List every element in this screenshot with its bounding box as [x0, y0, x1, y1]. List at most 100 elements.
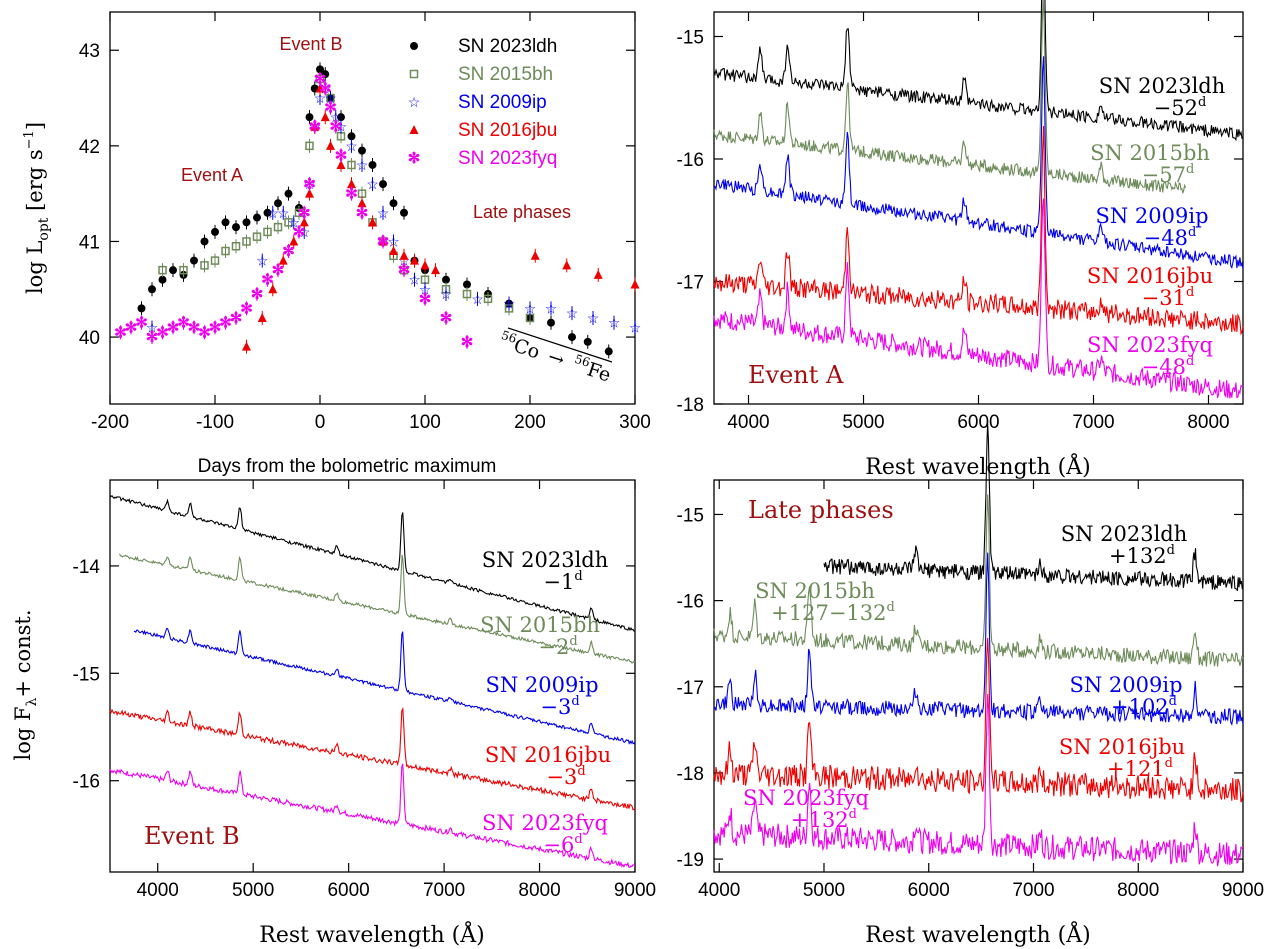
- data-point: ☆: [146, 320, 159, 336]
- data-point: [263, 227, 272, 237]
- spectrum-epoch: −48d: [1144, 225, 1197, 250]
- spectrum-line: [713, 56, 1244, 270]
- spectrum-epoch: +132d: [1109, 543, 1175, 568]
- spectrum-name: SN 2015bh: [1090, 141, 1210, 165]
- legend-marker: [409, 125, 419, 134]
- data-point: [294, 208, 304, 218]
- spectrum-line: [133, 627, 636, 745]
- data-point: ✻: [345, 186, 358, 203]
- x-tick-label: 9000: [614, 880, 656, 901]
- data-point: ✻: [135, 315, 148, 332]
- x-tick-label: 5000: [232, 880, 274, 901]
- spectrum-line: [823, 422, 1244, 592]
- panel-label: Event A: [748, 361, 844, 389]
- data-point: ☆: [298, 224, 311, 240]
- panel-top-right: 4000 5000 6000 7000 8000 -15 -16 -17 -18 SN 2023…: [677, 0, 1244, 480]
- spectrum-epoch: −31d: [1142, 285, 1195, 310]
- legend-marker: [410, 42, 418, 50]
- data-point: [431, 265, 440, 275]
- data-point: ✻: [177, 315, 190, 332]
- x-tick-label: 9000: [1222, 880, 1264, 901]
- data-point: ☆: [503, 296, 516, 312]
- x-axis-label: Rest wavelength (Å): [259, 920, 484, 948]
- legend: SN 2023ldh SN 2015bh ☆ SN 2009ip SN 2016jbu ✻…: [408, 36, 558, 169]
- spectrum-line: [713, 0, 1187, 194]
- legend-label: SN 2016jbu: [458, 120, 557, 141]
- data-point: [630, 279, 640, 289]
- data-point: [368, 217, 377, 227]
- data-point: ✻: [293, 224, 306, 241]
- spectrum-epoch: −57d: [1142, 162, 1195, 187]
- data-point: ✻: [440, 310, 453, 327]
- data-point: [547, 318, 555, 327]
- data-point: [320, 112, 330, 122]
- data-point: [463, 280, 471, 289]
- data-point: ✻: [319, 80, 332, 97]
- x-axis-label: Rest wavelength (Å): [865, 920, 1090, 948]
- annotation-event-b: Event B: [279, 34, 342, 54]
- y-axis-label: log Fλ+ const.: [11, 609, 40, 760]
- data-point: ☆: [314, 90, 327, 106]
- data-point: [462, 289, 472, 299]
- spectrum-line: [713, 125, 1244, 336]
- data-point: [483, 294, 493, 304]
- spectra: [109, 495, 636, 868]
- data-point: [253, 213, 261, 222]
- data-point: ✻: [335, 147, 348, 164]
- axis-ticks: 4000 5000 6000 7000 8000 9000 -15 -16 -17 -18 -19: [677, 480, 1264, 901]
- data-point: [315, 83, 325, 93]
- y-tick-label: -18: [677, 764, 704, 785]
- y-tick-label: -18: [677, 395, 704, 416]
- spectrum-epoch: −3d: [546, 764, 585, 789]
- data-point: [278, 255, 288, 265]
- data-point: ☆: [329, 109, 342, 125]
- data-point: ✻: [282, 243, 295, 260]
- data-point: ✻: [240, 300, 253, 317]
- legend-label: SN 2023ldh: [458, 36, 557, 57]
- y-tick-label: -17: [677, 678, 704, 699]
- data-point: ☆: [471, 291, 484, 307]
- annotation-event-a: Event A: [181, 165, 243, 185]
- spectrum-line: [119, 553, 636, 664]
- spectrum-epoch: +102d: [1111, 694, 1177, 719]
- x-tick-label: 6000: [957, 412, 999, 433]
- data-point: ☆: [387, 233, 400, 249]
- data-point: [530, 250, 540, 260]
- data-point: ✻: [314, 71, 327, 88]
- legend-label: SN 2015bh: [458, 64, 553, 85]
- data-point: ✻: [198, 324, 211, 341]
- spectrum-name: SN 2023fyq: [482, 811, 608, 835]
- data-point: [326, 140, 335, 150]
- y-tick-label: -15: [73, 664, 100, 685]
- data-point: [389, 199, 398, 208]
- spectrum-epoch: −2d: [538, 634, 577, 659]
- x-tick-label: 8000: [1117, 880, 1159, 901]
- legend-marker: ☆: [408, 94, 421, 110]
- data-point: ☆: [566, 305, 579, 321]
- spectrum-name: SN 2009ip: [1069, 673, 1182, 697]
- data-point: ☆: [287, 214, 300, 230]
- panel-bottom-right: 4000 5000 6000 7000 8000 9000-15-16-17-18-19 …: [677, 422, 1264, 948]
- data-point: ✻: [251, 286, 264, 303]
- spectrum-line: [109, 706, 636, 811]
- axis-ticks: 4000 5000 6000 7000 8000 -15 -16 -17 -18: [677, 12, 1243, 433]
- data-point: [305, 113, 314, 122]
- spectrum-name: SN 2023ldh: [1099, 74, 1226, 98]
- panel-frame: [713, 479, 1244, 873]
- y-tick-label: -16: [677, 592, 704, 613]
- y-tick-label: -15: [677, 505, 704, 526]
- data-point: ☆: [366, 176, 379, 192]
- data-point: [305, 188, 314, 198]
- annotation-late-phases: Late phases: [473, 202, 571, 222]
- data-point: [347, 179, 356, 189]
- legend-marker: ✻: [408, 150, 421, 167]
- data-point: ✻: [156, 324, 169, 341]
- spectrum-epoch: −48d: [1142, 354, 1195, 379]
- x-tick-label: 6000: [327, 880, 369, 901]
- x-tick-label: 8000: [1187, 412, 1229, 433]
- legend-label: SN 2009ip: [458, 92, 547, 113]
- data-point: [158, 265, 167, 275]
- data-point: [137, 304, 146, 313]
- data-point: ✻: [298, 205, 311, 222]
- data-point: ✻: [324, 100, 337, 117]
